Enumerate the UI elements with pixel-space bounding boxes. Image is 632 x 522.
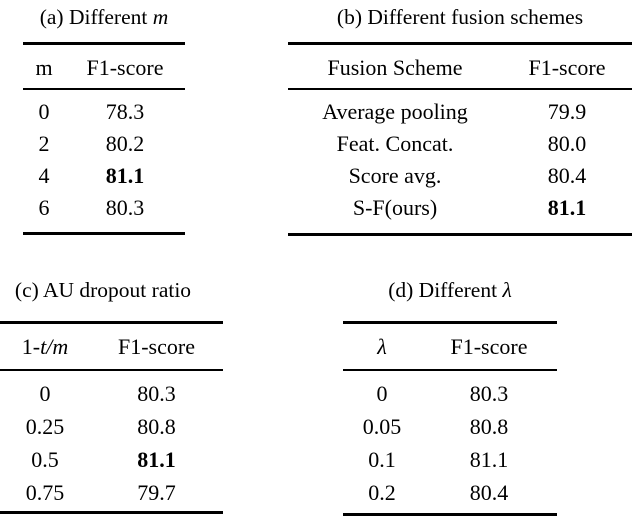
table-body: 0 80.3 0.05 80.8 0.1 81.1 0.2 80.4 [343,377,557,509]
subtable-d: λ F1-score 0 80.3 0.05 80.8 0.1 81.1 0.2… [343,321,557,517]
column-header-f1: F1-score [118,334,195,359]
top-rule [343,321,557,324]
table-row: 0.5 81.1 [0,443,223,476]
subtable-a-caption: (a) Different m [23,3,185,31]
subtable-c-caption: (c) AU dropout ratio [0,276,206,304]
f1-value: 80.2 [105,131,145,156]
bottom-rule [343,513,557,516]
f1-value: 79.9 [547,99,587,124]
f1-value-best: 81.1 [105,163,145,188]
header-row: 1-t/m F1-score [0,327,223,367]
f1-value: 80.3 [469,381,509,406]
table-row: 6 80.3 [23,192,185,224]
table-row: 0.1 81.1 [343,443,557,476]
table-body: 0 78.3 2 80.2 4 81.1 6 80.3 [23,96,185,224]
m-value: 0 [38,99,50,124]
bottom-rule [23,232,185,235]
column-header-f1: F1-score [86,55,164,80]
bottom-rule [0,511,223,514]
f1-value: 80.8 [137,414,176,439]
table-row: 0.75 79.7 [0,476,223,509]
f1-value: 80.4 [547,163,587,188]
subtable-c: 1-t/m F1-score 0 80.3 0.25 80.8 0.5 81.1… [0,321,223,517]
m-value: 4 [38,163,50,188]
table-row: 0.25 80.8 [0,410,223,443]
lambda-value: 0.1 [368,447,396,472]
f1-value: 79.7 [137,480,176,505]
column-header-f1: F1-score [528,55,606,80]
fusion-scheme-name: S-F(ours) [352,195,438,220]
f1-value: 80.4 [469,480,509,505]
top-rule [23,42,185,45]
subtable-b: Fusion Scheme F1-score Average pooling 7… [288,42,632,238]
column-header-dropout-ratio: 1-t/m [21,334,69,359]
table-row: 0 80.3 [343,377,557,410]
f1-value: 81.1 [469,447,509,472]
caption-math-symbol: m [152,5,169,29]
f1-value-best: 81.1 [137,447,176,472]
f1-value: 78.3 [105,99,145,124]
header-rule [288,88,632,90]
caption-text: (a) Different [39,5,153,29]
table-body: 0 80.3 0.25 80.8 0.5 81.1 0.75 79.7 [0,377,223,509]
ratio-value: 0.25 [25,414,65,439]
f1-value: 80.3 [137,381,176,406]
header-rule [0,369,223,371]
top-rule [288,42,632,45]
table-row: S-F(ours) 81.1 [288,192,632,224]
top-rule [0,321,223,324]
f1-value: 80.3 [105,195,145,220]
table-row: 0 80.3 [0,377,223,410]
caption-text: (b) Different fusion schemes [336,5,584,29]
table-row: 0.2 80.4 [343,476,557,509]
lambda-value: 0 [376,381,388,406]
column-header-lambda: λ [377,334,387,359]
ratio-value: 0.75 [25,480,65,505]
column-header-fusion-scheme: Fusion Scheme [327,55,463,80]
ratio-value: 0.5 [31,447,59,472]
header-row: λ F1-score [343,327,557,367]
ratio-value: 0 [39,381,51,406]
table-row: 2 80.2 [23,128,185,160]
column-header-m: m [35,55,53,80]
caption-text: (c) AU dropout ratio [14,278,192,302]
column-header-f1: F1-score [450,334,528,359]
table-body: Average pooling 79.9 Feat. Concat. 80.0 … [288,96,632,224]
table-row: 0.05 80.8 [343,410,557,443]
table-row: Feat. Concat. 80.0 [288,128,632,160]
f1-value: 80.0 [547,131,587,156]
fusion-scheme-name: Average pooling [322,99,468,124]
subtable-b-caption: (b) Different fusion schemes [288,3,632,31]
m-value: 2 [38,131,50,156]
table-row: Average pooling 79.9 [288,96,632,128]
f1-value: 80.8 [469,414,509,439]
caption-math-symbol: λ [502,278,512,302]
bottom-rule [288,233,632,236]
fusion-scheme-name: Score avg. [348,163,442,188]
header-row: m F1-score [23,48,185,88]
subtable-a: m F1-score 0 78.3 2 80.2 4 81.1 6 80.3 [23,42,185,238]
m-value: 6 [38,195,50,220]
lambda-value: 0.2 [368,480,396,505]
caption-text: (d) Different [388,278,503,302]
table-row: 4 81.1 [23,160,185,192]
header-row: Fusion Scheme F1-score [288,48,632,88]
header-rule [23,88,185,90]
table-row: 0 78.3 [23,96,185,128]
f1-value-best: 81.1 [547,195,587,220]
table-row: Score avg. 80.4 [288,160,632,192]
lambda-value: 0.05 [362,414,402,439]
fusion-scheme-name: Feat. Concat. [336,131,454,156]
header-rule [343,369,557,371]
subtable-d-caption: (d) Different λ [343,276,557,304]
